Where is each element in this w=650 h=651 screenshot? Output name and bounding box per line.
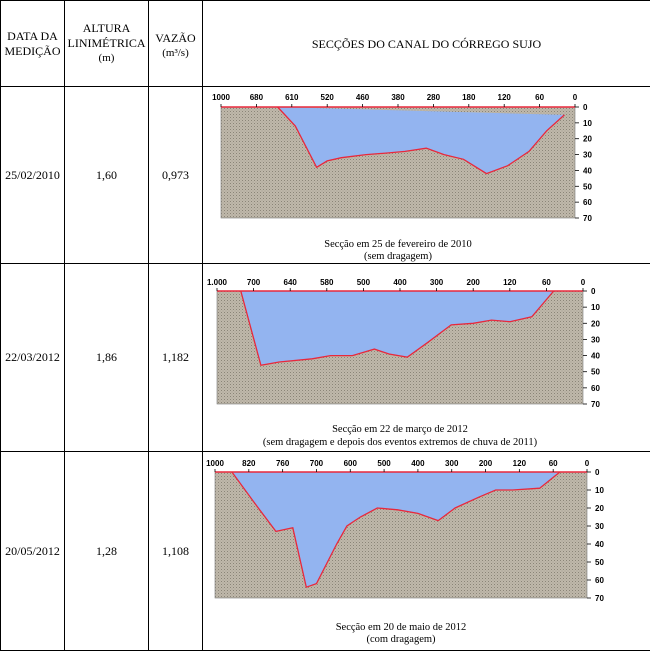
header-height: ALTURA LINIMÉTRICA (m)	[65, 1, 149, 87]
x-tick-label: 1000	[212, 93, 230, 102]
y-tick-label: 50	[591, 368, 600, 377]
header-row: DATA DA MEDIÇÃO ALTURA LINIMÉTRICA (m) V…	[1, 1, 650, 87]
header-flow-unit: (m³/s)	[149, 46, 202, 61]
x-tick-label: 700	[310, 459, 324, 468]
header-date-line1: DATA DA	[1, 29, 64, 44]
x-tick-label: 1.000	[207, 278, 228, 287]
x-tick-label: 60	[535, 93, 544, 102]
y-tick-label: 70	[583, 214, 592, 223]
y-tick-label: 20	[595, 504, 604, 513]
header-flow: VAZÃO (m³/s)	[149, 1, 203, 87]
y-tick-label: 40	[583, 166, 592, 175]
row-2012-may-date: 20/05/2012	[1, 452, 65, 651]
chart-caption-line: (sem dragagem e depois dos eventos extre…	[263, 437, 538, 448]
y-tick-label: 60	[591, 384, 600, 393]
y-tick-label: 50	[595, 558, 604, 567]
x-tick-label: 380	[391, 93, 405, 102]
x-tick-label: 580	[320, 278, 334, 287]
y-tick-label: 10	[583, 119, 592, 128]
row-2012-march-date: 22/03/2012	[1, 264, 65, 452]
x-tick-label: 200	[467, 278, 481, 287]
header-date: DATA DA MEDIÇÃO	[1, 1, 65, 87]
chart-caption-line: (sem dragagem)	[364, 251, 432, 262]
x-tick-label: 60	[542, 278, 551, 287]
y-tick-label: 20	[583, 135, 592, 144]
y-tick-label: 50	[583, 182, 592, 191]
x-tick-label: 280	[427, 93, 441, 102]
x-tick-label: 120	[513, 459, 527, 468]
row-2012-march-height: 1,86	[65, 264, 149, 452]
header-flow-line1: VAZÃO	[149, 31, 202, 46]
x-tick-label: 400	[393, 278, 407, 287]
x-tick-label: 700	[247, 278, 261, 287]
x-tick-label: 0	[573, 93, 578, 102]
y-tick-label: 10	[595, 486, 604, 495]
header-date-line2: MEDIÇÃO	[1, 44, 64, 59]
x-tick-label: 180	[462, 93, 476, 102]
section-chart-2012-march: 1.000 700 640 580 500 400 300 200 120 60 00 10 20 30 4…	[203, 264, 650, 452]
header-sections: SECÇÕES DO CANAL DO CÓRREGO SUJO	[203, 1, 650, 87]
y-tick-label: 30	[591, 335, 600, 344]
x-tick-label: 400	[411, 459, 425, 468]
header-height-line2: LINIMÉTRICA	[65, 36, 148, 51]
y-tick-label: 10	[591, 303, 600, 312]
x-tick-label: 200	[479, 459, 493, 468]
y-tick-label: 0	[591, 287, 596, 296]
chart-caption-line: (com dragagem)	[366, 634, 436, 645]
chart-caption-line: Secção em 22 de março de 2012	[332, 424, 468, 435]
y-tick-label: 70	[591, 400, 600, 409]
x-tick-label: 0	[585, 459, 590, 468]
x-tick-label: 60	[549, 459, 558, 468]
row-2010-height: 1,60	[65, 87, 149, 264]
x-tick-label: 120	[503, 278, 517, 287]
y-tick-label: 30	[595, 522, 604, 531]
row-2012-may-height: 1,28	[65, 452, 149, 651]
y-tick-label: 0	[595, 468, 600, 477]
x-tick-label: 610	[285, 93, 299, 102]
y-tick-label: 30	[583, 151, 592, 160]
x-tick-label: 500	[377, 459, 391, 468]
chart-caption-line: Secção em 20 de maio de 2012	[336, 622, 467, 633]
y-tick-label: 0	[583, 103, 588, 112]
x-tick-label: 640	[284, 278, 298, 287]
x-tick-label: 760	[276, 459, 290, 468]
x-tick-label: 1000	[206, 459, 224, 468]
chart-caption-line: Secção em 25 de fevereiro de 2010	[324, 239, 472, 250]
x-tick-label: 0	[581, 278, 586, 287]
x-tick-label: 600	[344, 459, 358, 468]
x-tick-label: 460	[356, 93, 370, 102]
y-tick-label: 60	[583, 198, 592, 207]
x-tick-label: 500	[357, 278, 371, 287]
y-tick-label: 60	[595, 576, 604, 585]
section-chart-2010: 1000 680 610 520 460 380 280 180 120 60 00 10 20 30 40…	[203, 87, 650, 264]
y-tick-label: 70	[595, 594, 604, 603]
x-tick-label: 300	[445, 459, 459, 468]
header-height-unit: (m)	[65, 51, 148, 66]
y-tick-label: 40	[595, 540, 604, 549]
header-height-line1: ALTURA	[65, 21, 148, 36]
x-tick-label: 300	[430, 278, 444, 287]
x-tick-label: 520	[321, 93, 335, 102]
row-2012-march-flow: 1,182	[149, 264, 203, 452]
x-tick-label: 820	[242, 459, 256, 468]
x-tick-label: 120	[498, 93, 512, 102]
header-sections-title: SECÇÕES DO CANAL DO CÓRREGO SUJO	[312, 37, 541, 51]
y-tick-label: 20	[591, 319, 600, 328]
y-tick-label: 40	[591, 352, 600, 361]
x-tick-label: 680	[250, 93, 264, 102]
row-2012-may-flow: 1,108	[149, 452, 203, 651]
row-2010-flow: 0,973	[149, 87, 203, 264]
row-2010-date: 25/02/2010	[1, 87, 65, 264]
